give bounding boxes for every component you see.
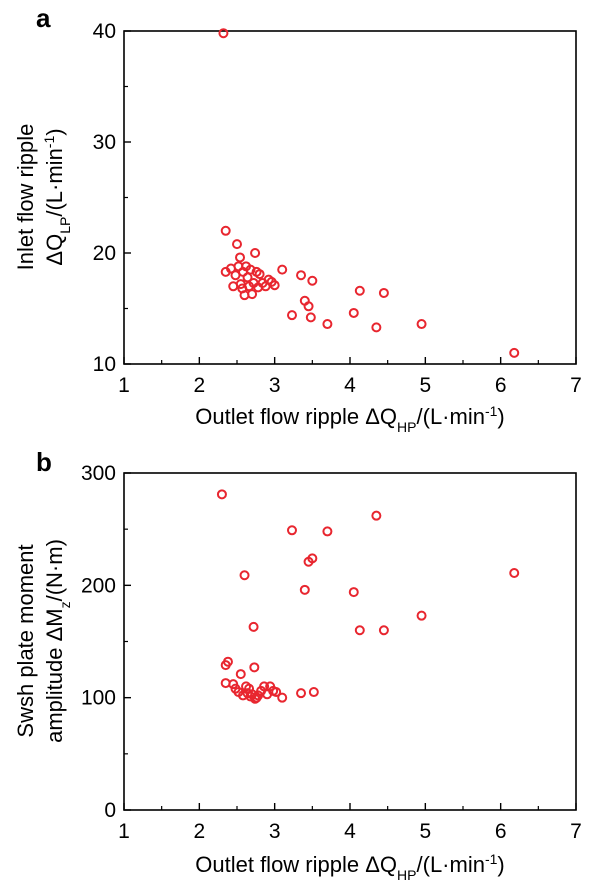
panel-b-ytick-label: 0 xyxy=(104,799,116,822)
panel-a-ytick-label: 20 xyxy=(93,242,116,265)
panel-b-xlabel: Outlet flow ripple ΔQHP/(L·min-1) xyxy=(195,851,504,883)
panel-b-plot-frame xyxy=(123,472,577,811)
panel-a-xtick-label: 7 xyxy=(570,374,582,397)
panel-a-xtick-label: 3 xyxy=(269,374,281,397)
panel-b-data-point xyxy=(296,688,307,699)
panel-a-ylabel-line2: ΔQLP/(L·min-1) xyxy=(41,128,73,265)
panel-a-data-point xyxy=(322,319,333,330)
panel-a-ytick-label: 30 xyxy=(93,131,116,154)
panel-b-data-point xyxy=(249,662,260,673)
panel-a-data-point xyxy=(378,287,389,298)
panel-b-ytick-label: 300 xyxy=(81,462,116,485)
panel-a-data-point xyxy=(509,347,520,358)
panel-b-data-point xyxy=(308,687,319,698)
panel-a-data-point xyxy=(303,301,314,312)
panel-b-data-point xyxy=(354,625,365,636)
panel-b-data-point xyxy=(307,553,318,564)
panel-a-data-point xyxy=(296,270,307,281)
panel-a: a 1 2 3 4 5 6 7 10 20 30 40 Outlet flow ripple ΔQH… xyxy=(13,3,582,435)
panel-b-data-point xyxy=(271,687,282,698)
panel-a-data-point xyxy=(218,28,229,39)
panel-a-data-point xyxy=(250,248,261,258)
panel-b-data-point xyxy=(322,526,333,537)
panel-a-data-point xyxy=(232,239,242,250)
panel-a-label: a xyxy=(36,3,51,33)
panel-a-data-point xyxy=(371,322,382,333)
panel-b-ytick-label: 100 xyxy=(81,687,116,710)
panel-b-data-point xyxy=(416,610,427,621)
panel-b-data-point xyxy=(239,570,250,581)
panel-a-data-point xyxy=(245,264,256,275)
panel-b-data-point xyxy=(348,587,359,598)
panel-b-data-point xyxy=(235,669,246,680)
panel-b-xtick-label: 5 xyxy=(419,820,431,843)
panel-a-points xyxy=(218,28,520,358)
panel-b: b 1 2 3 4 5 6 7 0 100 200 300 Outlet flow ripple Δ… xyxy=(13,447,582,883)
panel-a-data-point xyxy=(254,269,265,280)
panel-b-data-point xyxy=(286,525,297,536)
panel-a-data-point xyxy=(354,285,365,296)
panel-a-ticks: 1 2 3 4 5 6 7 10 20 30 40 xyxy=(93,20,582,397)
panel-a-data-point xyxy=(307,275,318,286)
panel-b-data-point xyxy=(378,625,389,636)
panel-a-ytick-label: 40 xyxy=(93,20,116,43)
panel-b-data-point xyxy=(216,489,227,500)
panel-b-data-point xyxy=(299,584,310,595)
panel-b-data-point xyxy=(277,692,288,703)
panel-a-data-point xyxy=(220,225,231,236)
panel-a-ytick-label: 10 xyxy=(93,353,116,376)
panel-b-xtick-label: 4 xyxy=(344,820,356,843)
panel-a-data-point xyxy=(348,307,359,318)
panel-a-data-point xyxy=(235,252,246,263)
panel-b-label: b xyxy=(36,447,52,477)
panel-b-xtick-label: 1 xyxy=(118,820,130,843)
panel-b-ticks: 1 2 3 4 5 6 7 0 100 200 300 xyxy=(81,462,582,843)
panel-b-xtick-label: 3 xyxy=(269,820,281,843)
panel-a-xtick-label: 2 xyxy=(193,374,205,397)
panel-a-data-point xyxy=(247,289,258,300)
panel-a-xtick-label: 5 xyxy=(419,374,431,397)
panel-b-data-point xyxy=(222,656,233,667)
panel-a-xlabel: Outlet flow ripple ΔQHP/(L·min-1) xyxy=(195,403,504,435)
panel-b-points xyxy=(216,489,520,704)
panel-a-ylabel-line1: Inlet flow ripple xyxy=(13,124,38,271)
panel-b-ytick-label: 200 xyxy=(81,574,116,597)
panel-a-data-point xyxy=(305,312,316,323)
panel-a-xtick-label: 4 xyxy=(344,374,356,397)
panel-a-data-point xyxy=(269,280,280,291)
panel-b-ylabel-line1: Swsh plate moment xyxy=(13,544,38,737)
panel-b-ylabel-line2: amplitude ΔMz/(N·m) xyxy=(42,539,73,743)
panel-b-data-point xyxy=(371,510,382,521)
panel-b-xtick-label: 6 xyxy=(495,820,507,843)
panel-b-data-point xyxy=(509,567,520,578)
panel-a-data-point xyxy=(416,319,427,330)
panel-b-xtick-label: 7 xyxy=(570,820,582,843)
panel-b-data-point xyxy=(248,621,259,632)
panel-a-data-point xyxy=(277,264,288,275)
panel-b-xtick-label: 2 xyxy=(193,820,205,843)
panel-a-xtick-label: 6 xyxy=(495,374,507,397)
panel-a-data-point xyxy=(286,310,297,321)
panel-a-xtick-label: 1 xyxy=(118,374,130,397)
